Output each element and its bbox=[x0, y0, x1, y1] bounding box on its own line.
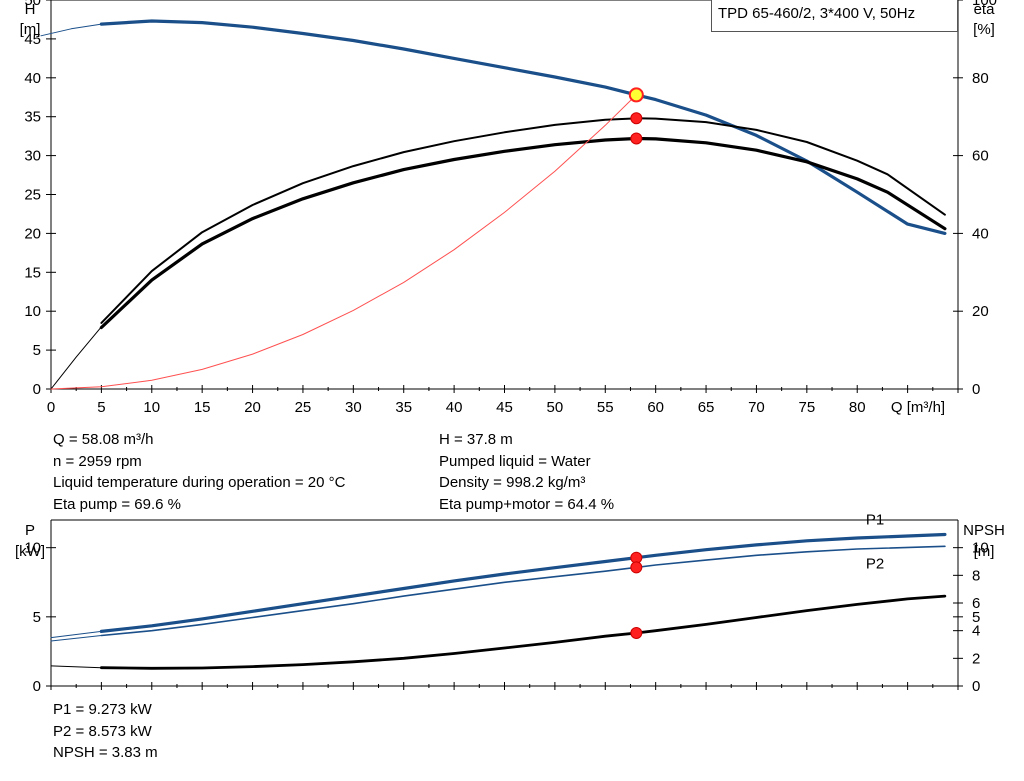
y-left-tick-label: 5 bbox=[33, 609, 41, 626]
info-h: H = 37.8 m bbox=[439, 431, 513, 448]
series-system bbox=[50, 94, 637, 390]
y-right-axis-unit: [%] bbox=[973, 21, 995, 38]
x-tick-label: 65 bbox=[698, 399, 715, 416]
info-bottom-column: P1 = 9.273 kW P2 = 8.573 kW NPSH = 3.83 … bbox=[53, 699, 158, 764]
x-tick-label: 75 bbox=[798, 399, 815, 416]
y-right-tick-label: 100 bbox=[972, 0, 997, 9]
operating-point-marker bbox=[630, 627, 643, 640]
series-label-p2: P2 bbox=[866, 555, 884, 572]
info-q: Q = 58.08 m³/h bbox=[53, 431, 154, 448]
y-right-tick-label: 6 bbox=[972, 595, 980, 612]
y-left-tick-label: 25 bbox=[24, 187, 41, 204]
y-left-tick-label: 0 bbox=[33, 678, 41, 695]
y-right-tick-label: 4 bbox=[972, 623, 980, 640]
x-tick-label: 80 bbox=[849, 399, 866, 416]
x-tick-label: 40 bbox=[446, 399, 463, 416]
y-right-tick-label: 60 bbox=[972, 148, 989, 165]
x-tick-label: 25 bbox=[295, 399, 312, 416]
y-right-axis-unit: [m] bbox=[974, 543, 995, 560]
y-right-tick-label: 8 bbox=[972, 567, 980, 584]
info-p2: P2 = 8.573 kW bbox=[53, 722, 152, 740]
y-left-tick-label: 10 bbox=[24, 540, 41, 557]
series-label-p1: P1 bbox=[866, 512, 884, 529]
y-left-tick-label: 20 bbox=[24, 225, 41, 242]
x-axis-label: Q [m³/h] bbox=[891, 399, 945, 416]
y-left-tick-label: 45 bbox=[24, 31, 41, 48]
info-eta-pump: Eta pump = 69.6 % bbox=[53, 495, 181, 513]
y-right-tick-label: 20 bbox=[972, 303, 989, 320]
x-tick-label: 45 bbox=[496, 399, 513, 416]
x-tick-label: 50 bbox=[547, 399, 564, 416]
x-tick-label: 5 bbox=[97, 399, 105, 416]
info-liquid: Pumped liquid = Water bbox=[439, 452, 591, 470]
operating-point-marker bbox=[630, 112, 643, 125]
y-right-tick-label: 80 bbox=[972, 70, 989, 87]
info-p1: P1 = 9.273 kW bbox=[53, 701, 152, 718]
chart-title-box: TPD 65-460/2, 3*400 V, 50Hz bbox=[711, 0, 958, 32]
series-h bbox=[99, 19, 947, 235]
series-eta-pump-motor bbox=[99, 136, 947, 330]
info-eta-total: Eta pump+motor = 64.4 % bbox=[439, 495, 615, 513]
info-npsh: NPSH = 3.83 m bbox=[53, 744, 158, 761]
y-right-tick-label: 2 bbox=[972, 650, 980, 667]
x-tick-label: 70 bbox=[748, 399, 765, 416]
y-right-axis-label: NPSH bbox=[963, 522, 1005, 539]
x-tick-label: 10 bbox=[143, 399, 160, 416]
info-density: Density = 998.2 kg/m³ bbox=[439, 474, 586, 491]
info-n: n = 2959 rpm bbox=[53, 452, 142, 470]
y-left-tick-label: 50 bbox=[24, 0, 41, 9]
y-left-tick-label: 40 bbox=[24, 70, 41, 87]
y-left-axis-unit: [m] bbox=[20, 21, 41, 38]
y-left-tick-label: 0 bbox=[33, 381, 41, 398]
x-tick-label: 35 bbox=[395, 399, 412, 416]
y-left-tick-label: 35 bbox=[24, 109, 41, 126]
y-right-tick-label: 10 bbox=[972, 540, 989, 557]
x-tick-label: 60 bbox=[647, 399, 664, 416]
y-right-axis-label: eta bbox=[974, 1, 996, 18]
chart-title: TPD 65-460/2, 3*400 V, 50Hz bbox=[718, 5, 916, 22]
y-left-tick-label: 10 bbox=[24, 303, 41, 320]
x-tick-label: 20 bbox=[244, 399, 261, 416]
y-left-tick-label: 15 bbox=[24, 264, 41, 281]
y-left-axis-label: H bbox=[25, 1, 36, 18]
info-left-column: Q = 58.08 m³/h n = 2959 rpm Liquid tempe… bbox=[53, 429, 345, 515]
series-eta-pump bbox=[100, 117, 946, 324]
series-h-ext bbox=[40, 23, 102, 37]
top-plot: 0 5 10 15 20 25 30 35 40 45 50 55 60 65 70 75 80 Q [m³/h]… bbox=[20, 0, 997, 416]
x-tick-label: 15 bbox=[194, 399, 211, 416]
y-right-tick-label: 40 bbox=[972, 225, 989, 242]
operating-point-marker bbox=[630, 132, 643, 145]
y-right-tick-label: 0 bbox=[972, 381, 980, 398]
x-tick-label: 30 bbox=[345, 399, 362, 416]
series-p2 bbox=[100, 545, 946, 637]
series-p1-ext bbox=[50, 630, 102, 639]
x-tick-label: 0 bbox=[47, 399, 55, 416]
y-left-tick-label: 5 bbox=[33, 342, 41, 359]
info-right-column: H = 37.8 m Pumped liquid = Water Density… bbox=[439, 429, 614, 515]
y-right-tick-label: 5 bbox=[972, 609, 980, 626]
operating-point-marker bbox=[630, 561, 643, 574]
series-npsh bbox=[100, 594, 947, 670]
operating-point-head-marker bbox=[628, 87, 644, 103]
x-tick-label: 55 bbox=[597, 399, 614, 416]
y-left-axis-unit: [kW] bbox=[15, 543, 45, 560]
series-eta-ext bbox=[50, 326, 102, 390]
info-temp: Liquid temperature during operation = 20… bbox=[53, 474, 346, 491]
series-p1 bbox=[99, 532, 947, 634]
y-left-tick-label: 30 bbox=[24, 148, 41, 165]
y-right-tick-label: 0 bbox=[972, 678, 980, 695]
y-left-axis-label: P bbox=[25, 522, 35, 539]
series-p2-ext bbox=[50, 635, 102, 642]
series-npsh-ext bbox=[50, 665, 102, 669]
